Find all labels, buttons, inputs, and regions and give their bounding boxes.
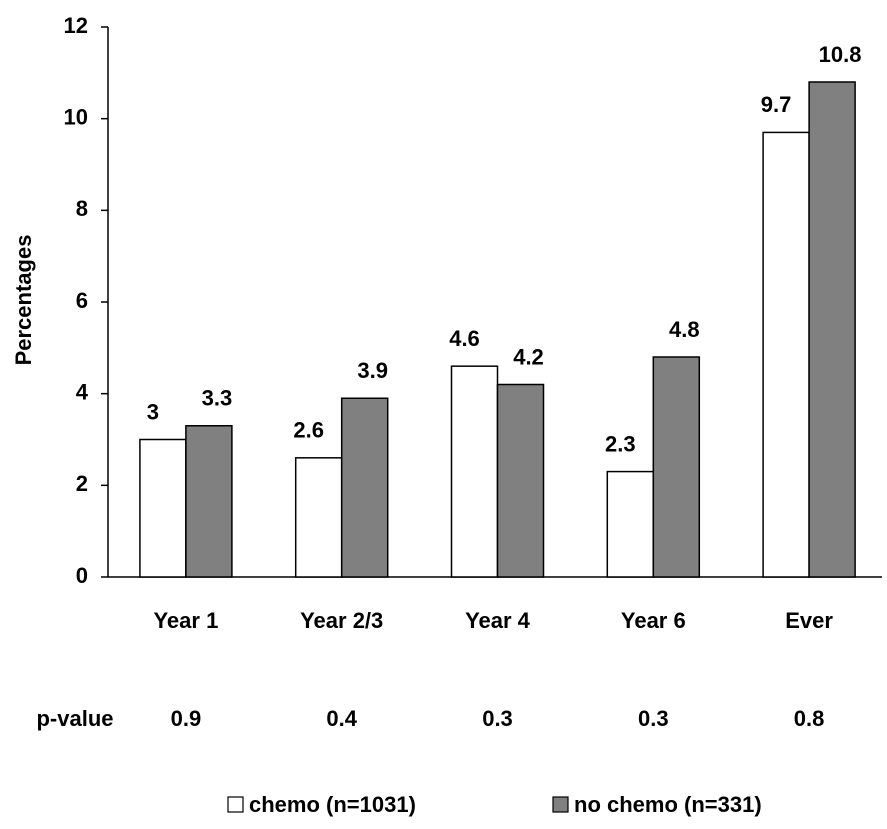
y-tick-label: 6 xyxy=(76,288,88,313)
x-tick-label: Year 4 xyxy=(465,608,531,633)
legend-label: chemo (n=1031) xyxy=(249,792,416,817)
y-tick-label: 8 xyxy=(76,196,88,221)
value-label: 4.6 xyxy=(449,326,480,351)
p-value: 0.3 xyxy=(638,706,669,731)
value-label: 4.8 xyxy=(669,317,700,342)
x-tick-label: Ever xyxy=(785,608,833,633)
bar xyxy=(185,425,233,578)
value-label: 3.3 xyxy=(202,386,233,411)
y-tick-label: 0 xyxy=(76,563,88,588)
bar xyxy=(450,365,499,578)
value-label: 2.3 xyxy=(605,431,636,456)
p-value: 0.3 xyxy=(482,706,513,731)
value-label: 10.8 xyxy=(819,42,862,67)
bar xyxy=(808,81,856,578)
p-value: 0.8 xyxy=(794,706,825,731)
bar xyxy=(762,131,810,578)
bar xyxy=(606,470,655,578)
x-tick-label: Year 2/3 xyxy=(300,608,383,633)
value-label: 3 xyxy=(147,399,159,424)
bar xyxy=(652,356,701,578)
bar xyxy=(139,438,187,578)
value-label: 4.2 xyxy=(513,344,544,369)
x-tick-label: Year 1 xyxy=(153,608,218,633)
value-label: 9.7 xyxy=(761,92,792,117)
y-tick-label: 2 xyxy=(76,471,88,496)
y-tick-label: 12 xyxy=(64,13,88,38)
y-tick-label: 10 xyxy=(64,104,88,129)
p-value: 0.9 xyxy=(171,706,202,731)
y-tick-label: 4 xyxy=(76,379,89,404)
bar xyxy=(294,457,343,578)
bar xyxy=(340,397,389,578)
value-label: 2.6 xyxy=(293,418,324,443)
legend-label: no chemo (n=331) xyxy=(574,792,762,817)
p-value-label: p-value xyxy=(36,706,113,731)
y-axis-title: Percentages xyxy=(11,235,36,366)
value-label: 3.9 xyxy=(357,358,388,383)
legend-swatch xyxy=(552,796,569,813)
x-tick-label: Year 6 xyxy=(621,608,686,633)
legend-swatch xyxy=(227,796,244,813)
p-value: 0.4 xyxy=(326,706,357,731)
bar xyxy=(496,383,545,578)
